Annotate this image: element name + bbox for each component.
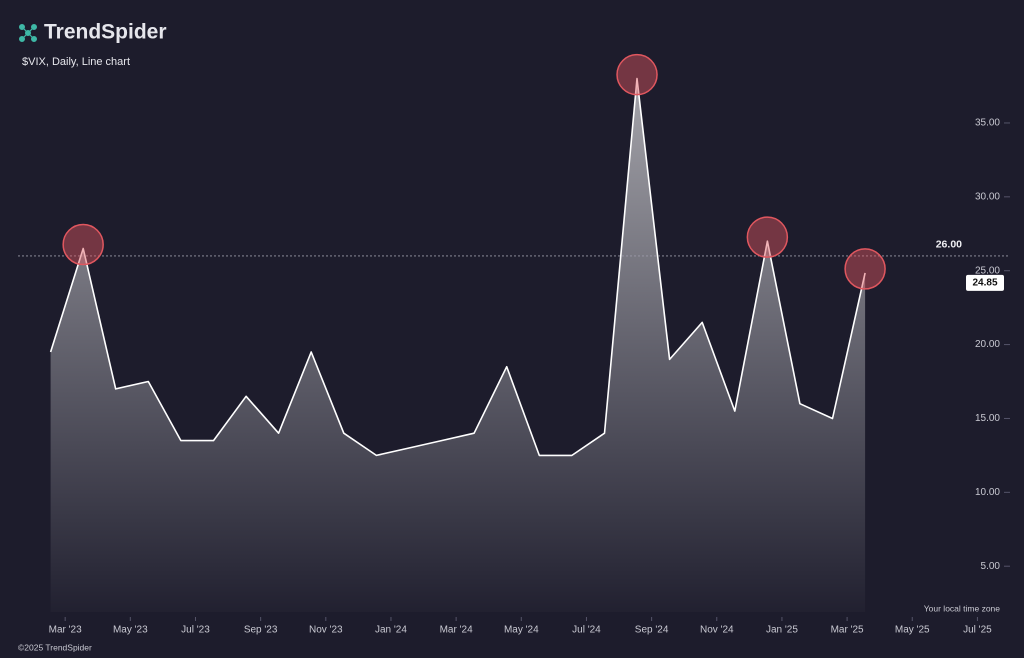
line [49,77,866,457]
x-tick-label: Mar '25 [831,625,864,636]
x-tick-label: Mar '24 [440,625,473,636]
plot-area: 5.00 10.00 15.00 20.00 25.00 30.00 35.00 Mar '2… [18,53,1010,636]
highlight-circle [616,53,658,96]
y-tick-label: 30.00 [975,191,1000,202]
footer: ©2025 TrendSpider [18,642,92,652]
logo-icon [19,24,37,42]
x-tick-label: May '24 [504,625,539,636]
x-tick-label: Jul '24 [572,625,601,636]
y-tick-label: 5.00 [981,561,1001,572]
x-tick-label: Jan '24 [375,625,407,636]
x-tick-label: May '25 [895,625,930,636]
x-tick-label: Jul '23 [181,625,210,636]
y-tick-label: 10.00 [975,487,1000,498]
x-tick-label: Sep '24 [635,625,669,636]
y-tick-label: 35.00 [975,118,1000,129]
brand: TrendSpider [44,21,167,44]
area [50,78,866,613]
x-tick-label: Jan '25 [766,625,798,636]
highlight-circle [746,216,789,258]
highlight-circle [844,248,886,290]
x-tick-label: Mar '23 [49,625,82,636]
last-price-label: 24.85 [972,278,997,289]
last-price-box [966,274,1004,291]
x-tick-label: Jul '25 [963,625,992,636]
x-tick-label: May '23 [113,625,148,636]
y-tick-label: 15.00 [975,413,1000,424]
y-tick-label: 20.00 [975,339,1000,350]
reference-label: 26.00 [936,239,962,251]
chart-title: $VIX, Daily, Line chart [22,56,130,68]
y-tick-label: 25.00 [975,265,1000,276]
x-tick-label: Nov '24 [700,625,734,636]
x-tick-label: Sep '23 [244,625,278,636]
time-zone-note: Your local time zone [924,603,1001,613]
x-tick-label: Nov '23 [309,625,343,636]
highlight-circle [62,223,104,266]
